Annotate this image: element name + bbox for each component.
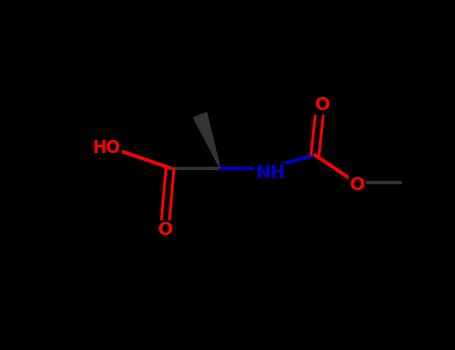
Text: NH: NH bbox=[255, 164, 285, 182]
Text: O: O bbox=[349, 176, 364, 194]
Text: HO: HO bbox=[93, 139, 121, 157]
Text: O: O bbox=[157, 221, 172, 239]
Text: O: O bbox=[314, 96, 329, 114]
Polygon shape bbox=[193, 113, 220, 168]
